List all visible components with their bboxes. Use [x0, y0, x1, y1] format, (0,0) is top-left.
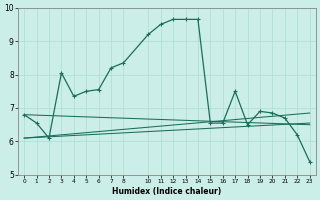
X-axis label: Humidex (Indice chaleur): Humidex (Indice chaleur): [112, 187, 221, 196]
